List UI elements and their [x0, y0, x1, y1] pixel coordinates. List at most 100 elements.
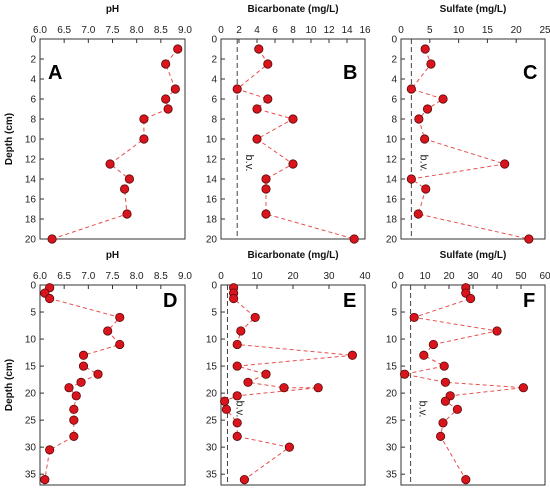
x-tick-label: 6.5 — [57, 25, 71, 36]
background-value-label: b.v. — [233, 401, 245, 418]
y-axis-label: Depth (cm) — [4, 359, 15, 411]
background-value-label: b.v. — [243, 155, 255, 172]
data-point — [439, 361, 449, 371]
data-point — [399, 369, 410, 379]
y-tick-label: 25 — [386, 416, 398, 427]
data-point — [288, 159, 298, 169]
x-tick-label: 30 — [467, 271, 479, 282]
data-point — [254, 44, 264, 54]
data-point — [163, 104, 173, 114]
y-tick-label: 35 — [206, 470, 218, 481]
data-point — [313, 383, 323, 393]
data-point — [419, 350, 429, 360]
series-line — [51, 48, 179, 240]
x-tick-label: 6.5 — [57, 271, 71, 282]
y-tick-label: 25 — [206, 416, 218, 427]
data-point — [252, 104, 262, 114]
data-point — [461, 474, 471, 485]
data-point — [232, 339, 242, 350]
x-tick-label: 50 — [515, 271, 527, 282]
data-point — [261, 184, 271, 194]
data-point — [119, 184, 130, 194]
data-point — [139, 134, 149, 144]
y-tick-label: 5 — [30, 308, 36, 319]
x-tick-label: 0 — [398, 25, 404, 36]
x-tick-label: 25 — [539, 25, 550, 36]
x-tick-label: 6.0 — [33, 271, 47, 282]
y-tick-label: 15 — [386, 362, 398, 373]
y-tick-label: 30 — [206, 443, 218, 454]
chart-panel-d: pH 6.0 6.5 7.0 7.5 8.0 8.5 9.0 0 5 10 15 20 25 30 35 Dep… — [4, 250, 192, 486]
y-tick-label: 10 — [386, 135, 398, 146]
x-tick-label: 10 — [251, 271, 263, 282]
panel-letter: A — [48, 62, 62, 84]
x-tick-label: 16 — [359, 25, 371, 36]
x-tick-label: 8.5 — [154, 271, 168, 282]
data-point — [115, 312, 125, 323]
data-point — [76, 377, 86, 387]
panel-letter: C — [523, 62, 537, 84]
chart-panel-e: Bicarbonate (mg/L) 0 10 20 30 40 0 5 10 15 20 25 30 3… — [206, 250, 371, 486]
x-tick-label: 6 — [272, 25, 278, 36]
data-point — [47, 234, 57, 244]
data-point — [452, 404, 462, 414]
y-tick-label: 12 — [386, 155, 398, 166]
series-line — [236, 48, 355, 240]
data-point — [239, 474, 249, 485]
data-point — [78, 361, 89, 371]
panel-title: pH — [106, 4, 119, 15]
y-axis-label: Depth (cm) — [4, 113, 15, 165]
data-point — [221, 404, 231, 414]
data-point — [105, 159, 115, 169]
y-tick-label: 35 — [25, 470, 37, 481]
chart-panel-f: Sulfate (mg/L) 0 10 20 30 40 50 60 0 5 10 15 20 25 30 3… — [386, 250, 550, 486]
data-point — [261, 174, 271, 184]
background-value-label: b.v. — [417, 401, 429, 418]
data-point — [428, 339, 438, 350]
x-tick-label: 12 — [323, 25, 335, 36]
y-tick-label: 20 — [386, 389, 398, 400]
y-tick-label: 0 — [30, 35, 36, 46]
data-point — [236, 326, 246, 336]
x-tick-label: 9.0 — [178, 25, 192, 36]
data-point — [250, 312, 260, 323]
data-point — [438, 418, 448, 428]
y-tick-label: 18 — [25, 215, 37, 226]
y-tick-label: 20 — [25, 389, 37, 400]
y-tick-label: 5 — [211, 308, 217, 319]
x-tick-label: 20 — [443, 271, 455, 282]
y-tick-label: 16 — [386, 195, 398, 206]
data-point — [232, 418, 242, 428]
x-tick-label: 8.0 — [130, 25, 144, 36]
data-point — [435, 431, 446, 441]
x-tick-label: 60 — [539, 271, 550, 282]
x-tick-label: 10 — [453, 25, 465, 36]
data-point — [492, 326, 502, 336]
data-point — [263, 94, 273, 104]
y-tick-label: 0 — [30, 281, 36, 292]
x-tick-label: 10 — [419, 271, 431, 282]
data-point — [122, 209, 132, 219]
panel-title: pH — [106, 250, 119, 261]
y-tick-label: 8 — [211, 115, 217, 126]
x-tick-label: 2 — [236, 25, 242, 36]
x-tick-label: 40 — [491, 271, 503, 282]
y-tick-label: 8 — [30, 115, 36, 126]
panel-letter: D — [163, 290, 177, 312]
x-tick-label: 8.5 — [154, 25, 168, 36]
data-point — [420, 44, 430, 54]
x-tick-label: 5 — [427, 25, 433, 36]
y-tick-label: 6 — [30, 95, 36, 106]
y-tick-label: 4 — [211, 75, 217, 86]
y-tick-label: 30 — [25, 443, 37, 454]
data-point — [115, 339, 125, 350]
y-tick-label: 4 — [30, 75, 36, 86]
data-point — [232, 391, 242, 401]
y-tick-label: 6 — [211, 95, 217, 106]
data-point — [524, 234, 534, 244]
x-tick-label: 7.0 — [81, 271, 95, 282]
data-point — [440, 396, 450, 406]
data-point — [518, 383, 529, 393]
panel-title: Bicarbonate (mg/L) — [247, 4, 338, 15]
